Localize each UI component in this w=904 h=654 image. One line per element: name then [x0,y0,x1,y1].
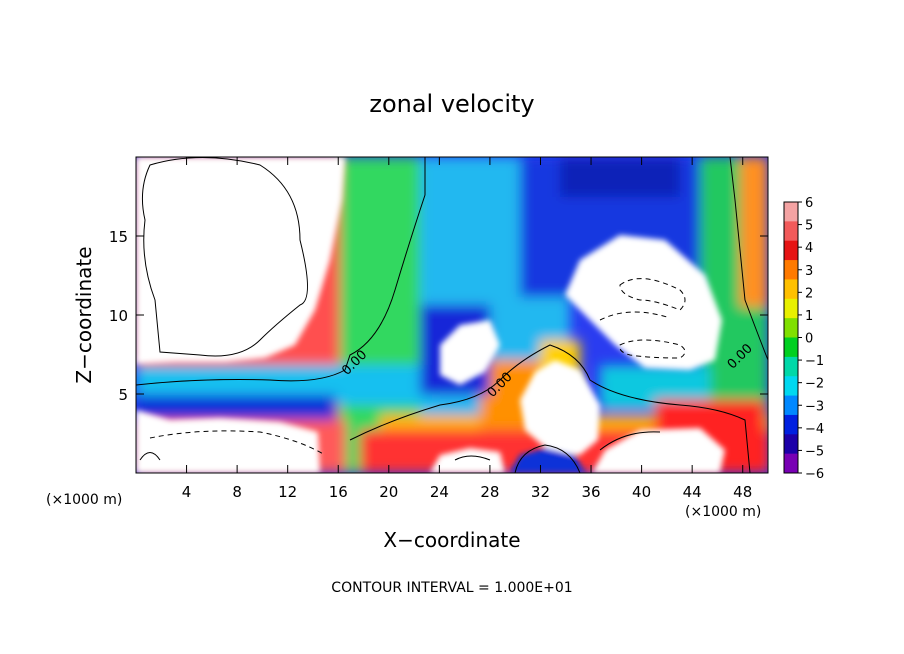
colorbar-swatch [784,376,798,397]
x-axis-ticks: 4 8 12 16 20 24 28 32 36 40 44 48 [182,157,752,501]
colorbar-swatch [784,221,798,242]
x-tick-label: 40 [632,483,651,501]
colorbar-swatch [784,356,798,377]
colorbar-label: 4 [805,241,813,256]
white-regions [136,157,725,473]
chart-title: zonal velocity [369,90,534,118]
colorbar-swatch [784,453,798,474]
heatmap-field: 0.000.000.00 [136,157,768,473]
x-tick-label: 24 [430,483,449,501]
colorbar-swatch [784,337,798,358]
x-tick-label: 28 [480,483,499,501]
colorbar-label: −6 [805,467,824,482]
colorbar-label: 2 [805,286,813,301]
x-axis-label: X−coordinate [383,528,520,552]
x-tick-label: 48 [733,483,752,501]
contour-lines [136,157,768,473]
colorbar-label: −3 [805,399,824,414]
colorbar-label: −1 [805,354,824,369]
x-tick-label: 32 [531,483,550,501]
colorbar-label: 5 [805,219,813,234]
colorbar-label: 1 [805,309,813,324]
colorbar-swatch [784,279,798,300]
x-tick-label: 44 [683,483,702,501]
y-tick-label: 5 [118,386,128,404]
x-unit-right: (×1000 m) [685,504,761,520]
x-tick-label: 8 [232,483,242,501]
x-tick-label: 12 [278,483,297,501]
x-tick-label: 16 [329,483,348,501]
colorbar-swatch [784,434,798,455]
y-axis-label: Z−coordinate [72,246,96,383]
x-tick-label: 36 [581,483,600,501]
y-tick-label: 15 [109,228,128,246]
colorbar-label: 3 [805,264,813,279]
colorbar-label: 6 [805,196,813,211]
colorbar-label: −2 [805,377,824,392]
y-axis-ticks: 5 10 15 [109,228,768,404]
x-tick-label: 4 [182,483,192,501]
colorbar-swatch [784,202,798,222]
colorbar-label: −5 [805,444,824,459]
colorbar: 6 5 4 3 2 1 0 −1 −2 −3 −4 −5 −6 [783,196,824,482]
contour-interval-note: CONTOUR INTERVAL = 1.000E+01 [331,580,572,596]
x-unit-left: (×1000 m) [46,492,122,508]
colorbar-swatch [784,240,798,261]
colorbar-swatch [784,260,798,280]
colorbar-label: −4 [805,422,824,437]
colorbar-swatch [784,395,798,416]
x-tick-label: 20 [379,483,398,501]
colorbar-swatch [784,318,798,338]
colorbar-swatch [784,414,798,435]
y-tick-label: 10 [109,307,128,325]
colorbar-swatch [784,298,798,319]
colorbar-label: 0 [805,332,813,347]
